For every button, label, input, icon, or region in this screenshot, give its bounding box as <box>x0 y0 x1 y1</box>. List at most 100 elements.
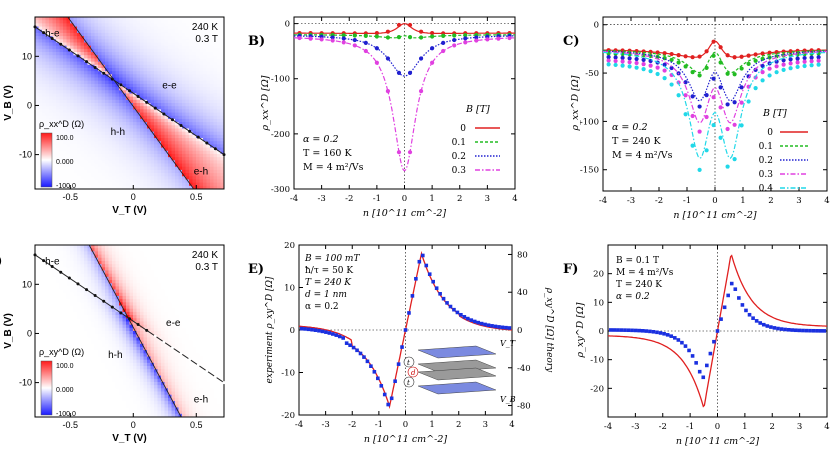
heatmap-cell <box>105 128 109 133</box>
heatmap-cell <box>175 42 179 47</box>
heatmap-cell <box>87 52 92 56</box>
heatmap-cell <box>129 350 134 354</box>
heatmap-cell <box>129 83 134 88</box>
heatmap-cell <box>126 112 130 117</box>
heatmap-cell <box>63 385 67 389</box>
heatmap-cell <box>77 331 81 335</box>
heatmap-cell <box>140 160 144 164</box>
heatmap-cell <box>84 134 88 139</box>
heatmap-cell <box>196 118 200 123</box>
heatmap-cell <box>70 273 74 278</box>
heatmap-cell <box>56 375 60 380</box>
heatmap-cell <box>171 71 176 75</box>
heatmap-cell <box>77 23 81 27</box>
heatmap-cell <box>140 273 144 278</box>
heatmap-cell <box>56 305 60 310</box>
heatmap-cell <box>108 315 113 319</box>
heatmap-cell <box>80 45 85 50</box>
heatmap-cell <box>164 138 169 142</box>
heatmap-cell <box>84 311 88 316</box>
heatmap-cell <box>154 80 158 85</box>
heatmap-cell <box>136 173 141 177</box>
heatmap-cell <box>175 23 179 27</box>
heatmap-cell <box>70 182 74 187</box>
heatmap-cell <box>77 185 81 190</box>
heatmap-cell <box>185 23 190 27</box>
heatmap-cell <box>140 245 144 249</box>
heatmap-cell <box>112 74 116 78</box>
heatmap-cell <box>171 80 176 85</box>
heatmap-cell <box>91 410 95 415</box>
heatmap-cell <box>112 337 116 341</box>
heatmap-cell <box>98 96 102 101</box>
heatmap-cell <box>140 295 144 300</box>
x-axis-label: V_T (V) <box>112 205 146 216</box>
heatmap-cell <box>38 385 43 389</box>
heatmap-cell <box>129 356 134 361</box>
heatmap-cell <box>56 315 60 319</box>
heatmap-cell <box>45 103 50 107</box>
heatmap-cell <box>112 144 116 148</box>
heatmap-cell <box>217 150 221 155</box>
heatmap-cell <box>91 163 95 168</box>
heatmap-cell <box>119 48 123 53</box>
heatmap-cell <box>56 20 60 24</box>
heatmap-cell <box>84 176 88 180</box>
heatmap-cell <box>178 182 183 187</box>
heatmap-cell <box>112 334 116 338</box>
heatmap-cell <box>59 23 64 27</box>
heatmap-cell <box>73 359 78 364</box>
heatmap-cell <box>80 305 85 310</box>
heatmap-cell <box>59 305 64 310</box>
heatmap-cell <box>126 163 130 168</box>
heatmap-cell <box>98 87 102 91</box>
heatmap-cell <box>45 122 50 126</box>
heatmap-cell <box>220 144 225 148</box>
heatmap-cell <box>133 346 137 351</box>
heatmap-cell <box>112 378 116 383</box>
heatmap-cell <box>77 264 81 268</box>
heatmap-cell <box>122 343 127 348</box>
heatmap-cell <box>63 308 67 313</box>
heatmap-cell <box>199 118 204 123</box>
heatmap-cell <box>66 251 71 255</box>
data-point <box>330 35 335 40</box>
heatmap-cell <box>129 52 134 56</box>
heatmap-cell <box>84 413 88 418</box>
heatmap-cell <box>133 36 137 40</box>
heatmap-cell <box>45 248 50 252</box>
heatmap-cell <box>133 112 137 117</box>
heatmap-cell <box>42 324 46 329</box>
heatmap-cell <box>206 67 211 72</box>
heatmap-cell <box>108 381 113 386</box>
heatmap-cell <box>140 388 144 392</box>
heatmap-cell <box>154 131 158 136</box>
heatmap-cell <box>52 302 57 306</box>
heatmap-cell <box>136 112 141 117</box>
heatmap-cell <box>157 45 162 50</box>
heatmap-cell <box>119 125 123 129</box>
heatmap-cell <box>119 280 123 284</box>
heatmap-cell <box>171 74 176 78</box>
heatmap-cell <box>192 64 197 69</box>
heatmap-cell <box>94 77 99 82</box>
heatmap-cell <box>112 182 116 187</box>
heatmap-cell <box>35 144 39 148</box>
heatmap-cell <box>133 61 137 66</box>
heatmap-cell <box>87 26 92 31</box>
heatmap-cell <box>157 74 162 78</box>
heatmap-cell <box>185 122 190 126</box>
heatmap-cell <box>101 61 106 66</box>
data-point <box>341 36 346 41</box>
heatmap-cell <box>45 90 50 94</box>
x-tick-label: 2 <box>768 196 773 206</box>
heatmap-cell <box>164 169 169 174</box>
heatmap-cell <box>38 163 43 168</box>
heatmap-cell <box>66 273 71 278</box>
heatmap-cell <box>35 292 39 297</box>
heatmap-cell <box>213 87 218 91</box>
heatmap-cell <box>105 413 109 418</box>
heatmap-cell <box>220 58 225 62</box>
heatmap-cell <box>66 182 71 187</box>
heatmap-cell <box>91 42 95 47</box>
